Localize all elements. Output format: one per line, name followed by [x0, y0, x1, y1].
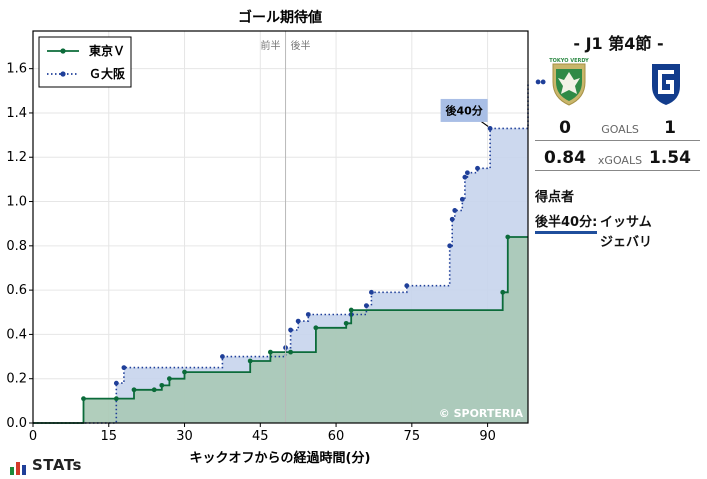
- divider: [535, 170, 700, 171]
- y-tick-label: 0.8: [6, 239, 27, 254]
- match-title: - J1 第4節 -: [573, 34, 664, 53]
- x-tick-label: 90: [479, 429, 496, 444]
- scorers-title: 得点者: [535, 190, 575, 205]
- series-point-0: [505, 234, 511, 240]
- series-point-0: [151, 387, 157, 393]
- stats-bars-icon: [10, 462, 26, 475]
- watermark: © SPORTERIA: [439, 407, 524, 420]
- away-goals: 1: [664, 118, 676, 138]
- y-tick-label: 1.6: [6, 62, 27, 77]
- y-tick-label: 1.0: [6, 195, 27, 210]
- annotation-box: [440, 98, 488, 122]
- series-point-1: [404, 283, 410, 289]
- xgoals-label: xGOALS: [597, 154, 643, 167]
- series-point-0: [166, 376, 172, 382]
- x-tick-label: 15: [100, 429, 117, 444]
- divider: [535, 140, 700, 141]
- scorer-name-line2: ジェバリ: [600, 235, 653, 250]
- x-tick-label: 75: [404, 429, 421, 444]
- y-tick-label: 0.0: [6, 416, 27, 431]
- y-tick-label: 0.4: [6, 327, 27, 342]
- half-label-second: 後半: [291, 39, 311, 52]
- y-tick-label: 0.6: [6, 283, 27, 298]
- series-point-1: [464, 170, 470, 176]
- x-tick-label: 45: [252, 429, 269, 444]
- stats-brand-name: STATs: [32, 456, 82, 474]
- goals-label: GOALS: [601, 123, 639, 136]
- y-tick-label: 0.2: [6, 372, 27, 387]
- y-tick-label: 1.2: [6, 150, 27, 165]
- series-point-0: [182, 369, 187, 375]
- annotation-arrow: [480, 120, 489, 127]
- home-xg: 0.84: [544, 148, 586, 168]
- legend-swatch-point: [60, 48, 66, 54]
- series-point-1: [121, 365, 127, 371]
- series-point-1: [540, 79, 546, 85]
- series-point-0: [81, 396, 86, 402]
- series-point-1: [487, 126, 493, 131]
- series-point-0: [343, 320, 349, 326]
- series-point-0: [500, 289, 506, 295]
- chart-title: ゴール期待値: [238, 9, 322, 26]
- series-point-1: [452, 207, 458, 213]
- tokyo-verdy-logo-text: TOKYO VERDY: [549, 58, 589, 64]
- goals-row: 0 GOALS 1: [535, 118, 700, 144]
- legend-label: 東京Ｖ: [89, 43, 125, 58]
- x-tick-label: 30: [176, 429, 193, 444]
- series-point-1: [288, 327, 294, 333]
- series-point-0: [131, 387, 137, 393]
- away-xg: 1.54: [649, 148, 691, 168]
- series-point-1: [305, 312, 311, 317]
- series-point-1: [363, 303, 369, 309]
- series-point-1: [449, 216, 455, 222]
- annotation-label: 後40分: [445, 103, 482, 117]
- series-point-1: [369, 289, 374, 295]
- home-goals: 0: [559, 118, 571, 138]
- series-point-0: [313, 325, 319, 331]
- series-point-0: [247, 358, 253, 364]
- xgoals-row: 0.84 xGOALS 1.54: [535, 148, 700, 174]
- x-axis-label: キックオフからの経過時間(分): [190, 450, 371, 466]
- x-tick-label: 0: [29, 429, 37, 444]
- half-label-first: 前半: [261, 39, 281, 52]
- series-point-1: [459, 196, 465, 202]
- tokyo-verdy-logo: TOKYO VERDY: [549, 58, 589, 110]
- match-info-panel: - J1 第4節 - TOKYO VERDY 0 GOALS 1 0.84 xG…: [530, 0, 707, 479]
- series-point-1: [220, 354, 225, 359]
- series-point-0: [288, 349, 294, 355]
- series-point-1: [113, 380, 119, 386]
- plot-frame: [32, 30, 529, 424]
- series-point-1: [475, 165, 480, 171]
- series-point-0: [348, 307, 354, 313]
- series-area-0: [33, 237, 528, 423]
- series-point-0: [267, 349, 273, 355]
- legend-box: [38, 36, 132, 88]
- series-point-0: [159, 382, 165, 388]
- legend-label: Ｇ大阪: [89, 66, 126, 81]
- series-point-0: [113, 396, 119, 402]
- gamba-osaka-logo: [648, 60, 684, 110]
- y-tick-label: 1.4: [6, 106, 27, 121]
- legend-swatch-point: [60, 71, 66, 77]
- series-point-1: [535, 79, 541, 85]
- series-point-1: [462, 174, 468, 180]
- x-tick-label: 60: [328, 429, 345, 444]
- scorer-name-line1: イッサム: [600, 215, 652, 230]
- scorer-time: 後半40分:: [535, 211, 598, 234]
- series-point-1: [295, 318, 301, 324]
- series-point-1: [447, 243, 453, 249]
